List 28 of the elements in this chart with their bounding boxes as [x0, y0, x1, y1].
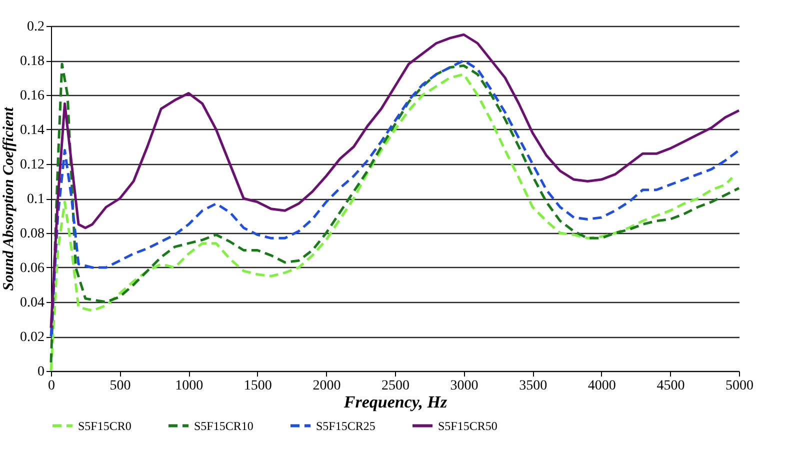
x-axis-title: Frequency, Hz [342, 392, 448, 412]
y-tick-label: 0.12 [20, 158, 44, 172]
y-tick-label: 0.18 [20, 54, 44, 69]
legend-label: S5F15CR50 [438, 418, 498, 433]
y-axis-title: Sound Absorption Coefficient [1, 106, 17, 291]
y-tick-label: 0.02 [20, 330, 44, 345]
y-tick-label: 0.14 [20, 123, 44, 138]
x-tick-label: 500 [110, 378, 131, 394]
y-tick-label: 0.2 [27, 20, 44, 34]
x-tick-label: 4500 [656, 378, 685, 394]
x-tick-label: 0 [48, 378, 55, 394]
legend-label: S5F15CR25 [316, 418, 376, 433]
y-tick-label: 0.1 [27, 192, 44, 207]
x-tick-label: 4000 [588, 378, 616, 394]
y-tick-label: 0.06 [20, 261, 44, 276]
x-tick-label: 2500 [382, 378, 410, 394]
x-tick-label: 1000 [175, 378, 204, 394]
y-tick-label: 0.08 [20, 226, 44, 242]
x-tick-label: 3000 [450, 378, 478, 394]
x-tick-label: 5000 [726, 378, 754, 394]
x-tick-label: 1500 [244, 378, 272, 394]
x-tick-label: 3500 [519, 378, 548, 394]
y-tick-label: 0 [38, 364, 44, 380]
y-tick-label: 0.04 [20, 296, 44, 310]
legend-label: S5F15CR10 [194, 418, 254, 433]
y-tick-label: 0.16 [20, 88, 44, 104]
legend-label: S5F15CR0 [78, 418, 132, 433]
x-tick-label: 2000 [312, 378, 341, 394]
